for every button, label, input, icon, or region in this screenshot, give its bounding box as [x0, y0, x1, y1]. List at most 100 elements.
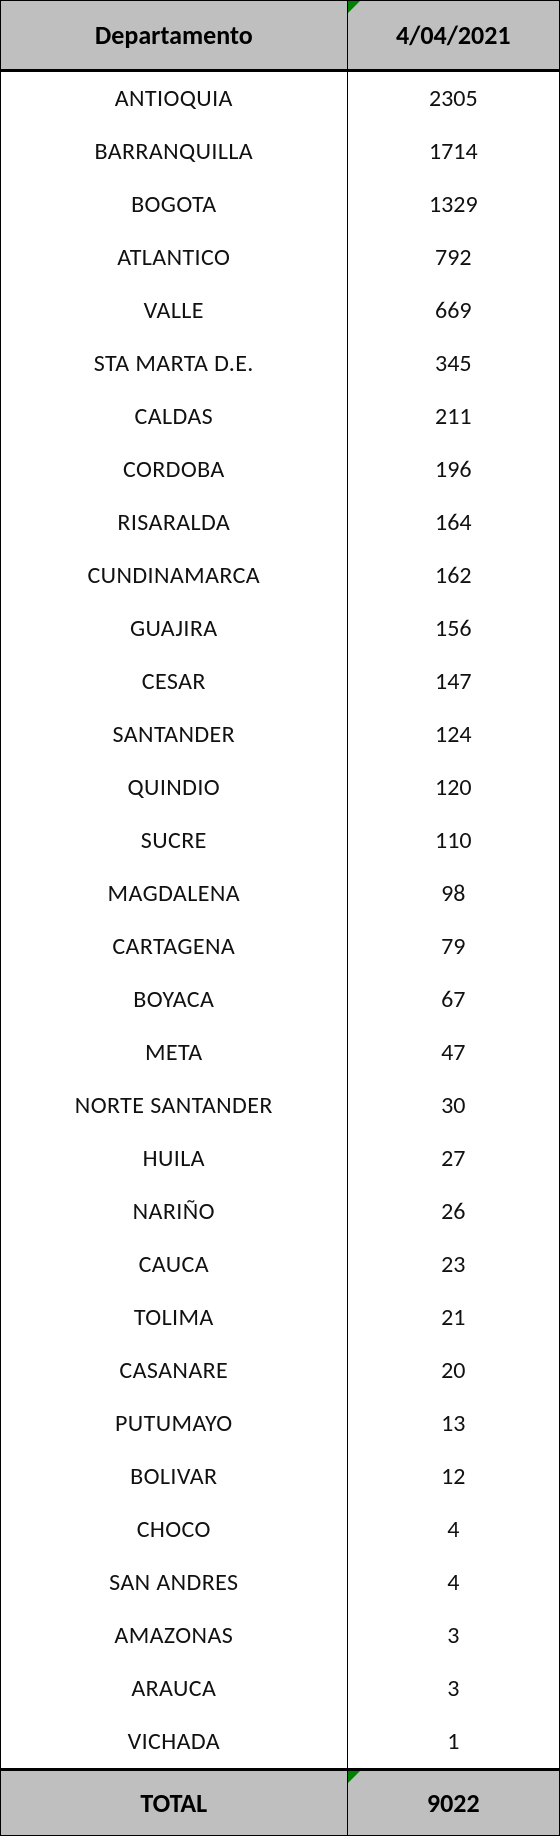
value-cell: 30 [347, 1079, 559, 1132]
dept-cell: CALDAS [1, 390, 348, 443]
value-cell: 162 [347, 549, 559, 602]
value-cell: 147 [347, 655, 559, 708]
table-row: NARIÑO26 [1, 1185, 560, 1238]
table-row: META47 [1, 1026, 560, 1079]
table-row: VALLE669 [1, 284, 560, 337]
excel-error-marker-icon [348, 1, 360, 13]
table-row: RISARALDA164 [1, 496, 560, 549]
value-cell: 156 [347, 602, 559, 655]
footer-total-cell: 9022 [347, 1770, 559, 1836]
dept-cell: BOLIVAR [1, 1450, 348, 1503]
table-row: CAUCA23 [1, 1238, 560, 1291]
table-row: CESAR147 [1, 655, 560, 708]
value-cell: 120 [347, 761, 559, 814]
value-cell: 669 [347, 284, 559, 337]
table-row: CARTAGENA79 [1, 920, 560, 973]
value-cell: 1 [347, 1715, 559, 1770]
value-cell: 792 [347, 231, 559, 284]
dept-cell: BOYACA [1, 973, 348, 1026]
dept-cell: STA MARTA D.E. [1, 337, 348, 390]
dept-cell: RISARALDA [1, 496, 348, 549]
table-row: STA MARTA D.E.345 [1, 337, 560, 390]
dept-cell: PUTUMAYO [1, 1397, 348, 1450]
table-body: ANTIOQUIA2305BARRANQUILLA1714BOGOTA1329A… [1, 71, 560, 1770]
value-cell: 12 [347, 1450, 559, 1503]
dept-cell: GUAJIRA [1, 602, 348, 655]
value-cell: 3 [347, 1662, 559, 1715]
dept-cell: SANTANDER [1, 708, 348, 761]
footer-label: TOTAL [140, 1787, 207, 1819]
departamento-table: Departamento 4/04/2021 ANTIOQUIA2305BARR… [0, 0, 560, 1836]
table-row: GUAJIRA156 [1, 602, 560, 655]
table-row: ATLANTICO792 [1, 231, 560, 284]
dept-cell: BARRANQUILLA [1, 125, 348, 178]
table-row: BOLIVAR12 [1, 1450, 560, 1503]
header-text: Departamento [95, 19, 253, 51]
table-row: CHOCO4 [1, 1503, 560, 1556]
value-cell: 1329 [347, 178, 559, 231]
dept-cell: CUNDINAMARCA [1, 549, 348, 602]
value-cell: 21 [347, 1291, 559, 1344]
dept-cell: ARAUCA [1, 1662, 348, 1715]
table-row: SAN ANDRES4 [1, 1556, 560, 1609]
dept-cell: NARIÑO [1, 1185, 348, 1238]
value-cell: 2305 [347, 71, 559, 126]
value-cell: 26 [347, 1185, 559, 1238]
dept-cell: NORTE SANTANDER [1, 1079, 348, 1132]
value-cell: 27 [347, 1132, 559, 1185]
footer-total: 9022 [427, 1787, 480, 1819]
dept-cell: META [1, 1026, 348, 1079]
table-row: SANTANDER124 [1, 708, 560, 761]
value-cell: 1714 [347, 125, 559, 178]
table-row: NORTE SANTANDER30 [1, 1079, 560, 1132]
table-row: TOLIMA21 [1, 1291, 560, 1344]
table-row: BOYACA67 [1, 973, 560, 1026]
dept-cell: ANTIOQUIA [1, 71, 348, 126]
value-cell: 4 [347, 1556, 559, 1609]
dept-cell: CAUCA [1, 1238, 348, 1291]
data-table-container: Departamento 4/04/2021 ANTIOQUIA2305BARR… [0, 0, 560, 1836]
dept-cell: CESAR [1, 655, 348, 708]
table-header: Departamento 4/04/2021 [1, 1, 560, 71]
value-cell: 13 [347, 1397, 559, 1450]
dept-cell: MAGDALENA [1, 867, 348, 920]
column-header-date: 4/04/2021 [347, 1, 559, 71]
dept-cell: BOGOTA [1, 178, 348, 231]
table-row: BARRANQUILLA1714 [1, 125, 560, 178]
dept-cell: VICHADA [1, 1715, 348, 1770]
dept-cell: CARTAGENA [1, 920, 348, 973]
table-row: PUTUMAYO13 [1, 1397, 560, 1450]
value-cell: 110 [347, 814, 559, 867]
table-row: AMAZONAS3 [1, 1609, 560, 1662]
table-row: CASANARE20 [1, 1344, 560, 1397]
column-header-departamento: Departamento [1, 1, 348, 71]
dept-cell: AMAZONAS [1, 1609, 348, 1662]
table-row: BOGOTA1329 [1, 178, 560, 231]
dept-cell: CHOCO [1, 1503, 348, 1556]
table-row: VICHADA1 [1, 1715, 560, 1770]
table-row: ANTIOQUIA2305 [1, 71, 560, 126]
value-cell: 164 [347, 496, 559, 549]
dept-cell: SUCRE [1, 814, 348, 867]
dept-cell: TOLIMA [1, 1291, 348, 1344]
dept-cell: CASANARE [1, 1344, 348, 1397]
value-cell: 67 [347, 973, 559, 1026]
table-footer: TOTAL 9022 [1, 1770, 560, 1836]
table-row: ARAUCA3 [1, 1662, 560, 1715]
table-row: CORDOBA196 [1, 443, 560, 496]
value-cell: 124 [347, 708, 559, 761]
value-cell: 20 [347, 1344, 559, 1397]
dept-cell: CORDOBA [1, 443, 348, 496]
value-cell: 345 [347, 337, 559, 390]
value-cell: 98 [347, 867, 559, 920]
table-row: MAGDALENA98 [1, 867, 560, 920]
table-row: CALDAS211 [1, 390, 560, 443]
header-text: 4/04/2021 [396, 19, 511, 51]
value-cell: 23 [347, 1238, 559, 1291]
dept-cell: QUINDIO [1, 761, 348, 814]
value-cell: 196 [347, 443, 559, 496]
dept-cell: HUILA [1, 1132, 348, 1185]
excel-error-marker-icon [348, 1771, 360, 1783]
table-row: SUCRE110 [1, 814, 560, 867]
dept-cell: VALLE [1, 284, 348, 337]
